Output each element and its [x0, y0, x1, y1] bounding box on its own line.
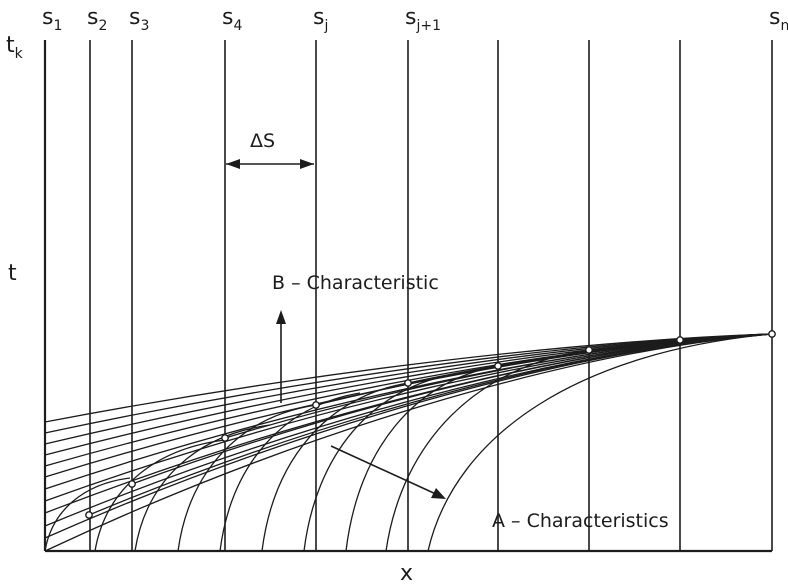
b-characteristic-curve — [224, 333, 773, 439]
a-characteristic-curve — [94, 439, 226, 552]
t-top-axis-label: tk — [6, 33, 24, 62]
station-label: sn — [769, 5, 788, 34]
b-characteristic-curve — [131, 333, 773, 485]
delta-s-label: ΔS — [250, 130, 275, 152]
grid-node — [85, 511, 93, 519]
b-arrowhead — [276, 310, 286, 324]
a-characteristics-label: A – Characteristics — [492, 510, 669, 532]
grid-node — [676, 336, 684, 344]
grid-node — [494, 362, 502, 370]
a-characteristic-curve — [345, 365, 499, 552]
a-characteristic-curve — [177, 404, 317, 552]
a-characteristic-curve — [44, 477, 131, 552]
grid-node — [312, 401, 320, 409]
grid-node — [128, 480, 136, 488]
grid-node — [585, 346, 593, 354]
grid-node — [221, 434, 229, 442]
b-characteristic-curve — [497, 333, 773, 367]
a-arrowhead — [431, 488, 446, 499]
station-label: sj+1 — [405, 5, 441, 34]
grid-node — [404, 379, 412, 387]
delta-s-arrowhead-left — [226, 159, 240, 169]
b-characteristic-curve — [44, 333, 773, 552]
a-characteristic-curve — [427, 333, 773, 552]
delta-s-arrowhead-right — [300, 159, 314, 169]
station-label: s3 — [129, 5, 149, 34]
a-characteristic-curve — [134, 424, 271, 552]
a-arrow — [330, 445, 439, 496]
station-label: s4 — [222, 5, 242, 34]
station-label: s1 — [42, 5, 62, 34]
station-label: sj — [313, 5, 328, 34]
a-characteristic-curve — [261, 382, 409, 552]
station-label: s2 — [87, 5, 107, 34]
a-characteristic-curve — [219, 392, 361, 552]
a-characteristic-curve — [303, 373, 456, 552]
b-characteristic-curve — [88, 333, 773, 516]
a-characteristic-curve — [385, 349, 590, 552]
b-characteristic-label: B – Characteristic — [272, 272, 439, 294]
x-axis-label: x — [400, 561, 413, 586]
grid-node — [768, 330, 776, 338]
t-axis-label: t — [8, 261, 17, 286]
